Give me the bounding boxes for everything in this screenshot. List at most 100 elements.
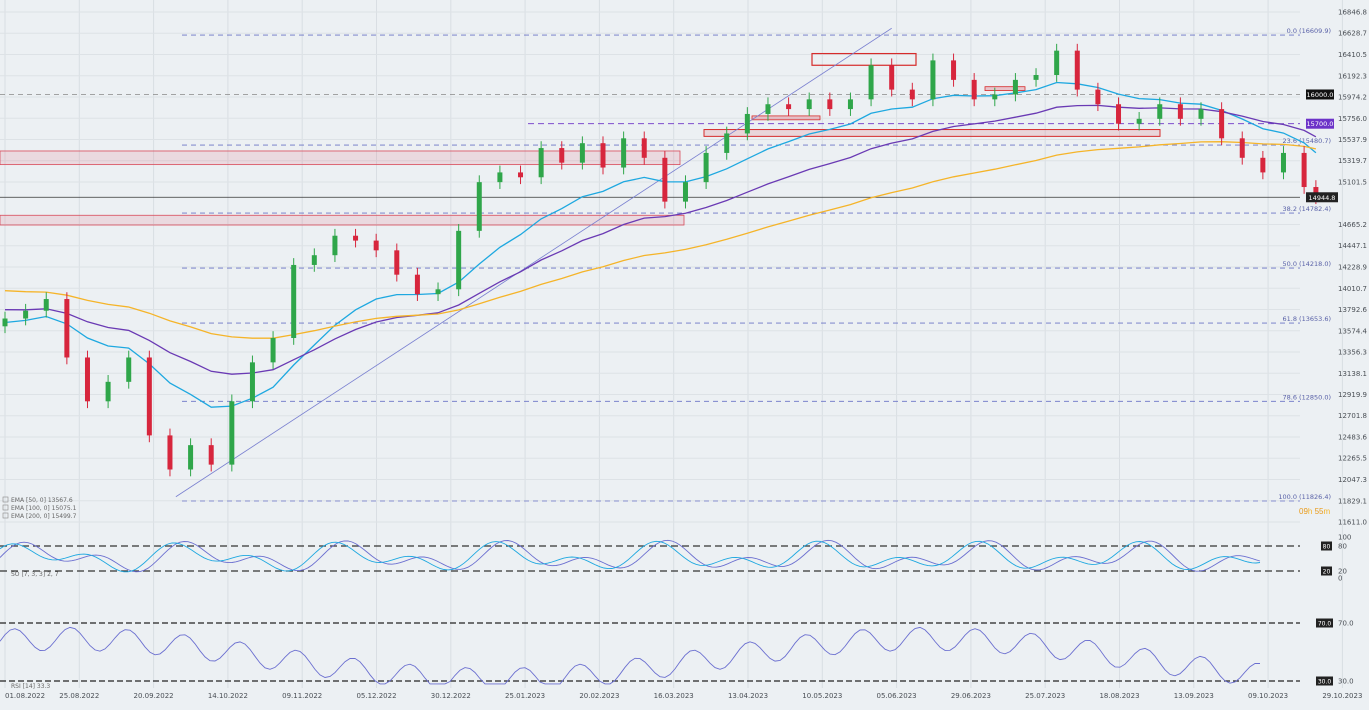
candle-body (1260, 157, 1266, 173)
x-tick-label: 05.12.2022 (356, 692, 396, 700)
candle-body (662, 157, 668, 202)
y-tick-label: 13138.1 (1338, 370, 1367, 378)
candle-body (23, 310, 29, 319)
y-tick-label: 12919.9 (1338, 391, 1367, 399)
candle-body (1095, 89, 1101, 105)
candle-body (806, 99, 812, 110)
y-tick-label: 11611.0 (1338, 519, 1367, 527)
stoch-level-label: 80 (1338, 543, 1347, 551)
candle-body (126, 357, 132, 382)
resistance-zone (0, 150, 681, 166)
x-tick-label: 25.07.2023 (1025, 692, 1065, 700)
x-tick-label: 20.02.2023 (579, 692, 619, 700)
resistance-box (703, 129, 1161, 137)
legend-entry: EMA [50, 0] 13567.6 (11, 497, 73, 504)
y-tick-label: 16410.5 (1338, 51, 1367, 59)
y-tick-label: 13574.4 (1338, 327, 1367, 335)
candle-body (291, 264, 297, 338)
price-tag (1306, 89, 1334, 100)
candle-body (538, 148, 544, 178)
stoch-level-label: 0 (1338, 575, 1342, 583)
candle-body (353, 235, 359, 241)
y-tick-label: 13792.6 (1338, 306, 1367, 314)
candle-body (909, 89, 915, 100)
y-tick-label: 15101.5 (1338, 179, 1367, 187)
ema-200-line (4, 141, 1317, 339)
candle-body (476, 182, 482, 231)
fib-level-label: 78.6 (12850.0) (1283, 393, 1332, 401)
x-tick-label: 30.12.2022 (431, 692, 471, 700)
countdown-hours: 09 (1299, 507, 1308, 516)
candle-body (621, 138, 627, 168)
rsi-level-label: 30.0 (1338, 678, 1354, 686)
y-tick-label: 12265.5 (1338, 455, 1367, 463)
candle-body (497, 172, 503, 183)
candle-body (1116, 104, 1122, 124)
countdown-h: h (1307, 507, 1313, 516)
candle-body (1239, 138, 1245, 158)
candle-body (724, 133, 730, 153)
current-price-tag (1306, 192, 1338, 203)
y-tick-label: 16628.7 (1338, 30, 1367, 38)
candle-body (1074, 50, 1080, 90)
rsi-tag (1316, 618, 1333, 628)
price-tag (1306, 118, 1334, 129)
candle-body (1033, 75, 1039, 80)
x-tick-label: 10.05.2023 (802, 692, 842, 700)
candle-body (435, 289, 441, 295)
y-tick-label: 15756.0 (1338, 115, 1367, 123)
price-tag-label: 16000.0 (1307, 91, 1334, 99)
y-tick-label: 14447.1 (1338, 242, 1367, 250)
candle-body (889, 65, 895, 90)
candle-body (167, 435, 173, 470)
candle-body (1280, 152, 1286, 173)
fib-level-label: 50.0 (14218.0) (1283, 260, 1332, 268)
resistance-box (811, 52, 917, 66)
candle-body (641, 138, 647, 158)
candle-body (249, 362, 255, 402)
x-tick-label: 14.10.2022 (208, 692, 248, 700)
candle-body (64, 299, 70, 358)
candle-body (827, 99, 833, 110)
x-tick-label: 29.10.2023 (1322, 692, 1362, 700)
x-tick-label: 18.08.2023 (1099, 692, 1139, 700)
candle-body (229, 401, 235, 465)
x-tick-label: 01.08.2022 (5, 692, 45, 700)
y-tick-label: 16846.8 (1338, 9, 1367, 17)
candle-body (1157, 104, 1163, 119)
countdown-m: m (1323, 507, 1331, 516)
candle-body (744, 113, 750, 134)
x-tick-label: 09.10.2023 (1248, 692, 1288, 700)
candle-body (270, 337, 276, 363)
candle-body (786, 104, 792, 110)
y-tick-label: 15974.2 (1338, 93, 1367, 101)
candle-body (1301, 152, 1307, 188)
candle-body (414, 274, 420, 295)
candle-body (208, 445, 214, 465)
x-tick-label: 09.11.2022 (282, 692, 322, 700)
rsi-legend: RSI [14] 33.3 (11, 683, 50, 690)
x-tick-label: 16.03.2023 (654, 692, 694, 700)
rsi-line (0, 626, 1260, 685)
trendline (175, 27, 892, 498)
candle-countdown: 09h 55m (1299, 507, 1330, 516)
candle-body (951, 60, 957, 80)
y-tick-label: 14665.2 (1338, 221, 1367, 229)
candle-body (559, 148, 565, 163)
rsi-tag-label: 70.0 (1318, 620, 1332, 627)
candle-body (579, 143, 585, 163)
x-tick-label: 05.06.2023 (877, 692, 917, 700)
x-tick-label: 13.09.2023 (1174, 692, 1214, 700)
fib-level-label: 0.0 (16609.9) (1287, 27, 1331, 35)
y-tick-label: 12483.6 (1338, 434, 1367, 442)
candle-body (43, 299, 49, 311)
resistance-box (751, 115, 821, 121)
current-price-label: 14944.8 (1309, 194, 1336, 202)
y-tick-label: 13356.3 (1338, 348, 1367, 356)
candle-body (765, 104, 771, 114)
candle-body (1177, 104, 1183, 119)
candle-body (847, 99, 853, 110)
stoch-tag (1321, 566, 1332, 576)
